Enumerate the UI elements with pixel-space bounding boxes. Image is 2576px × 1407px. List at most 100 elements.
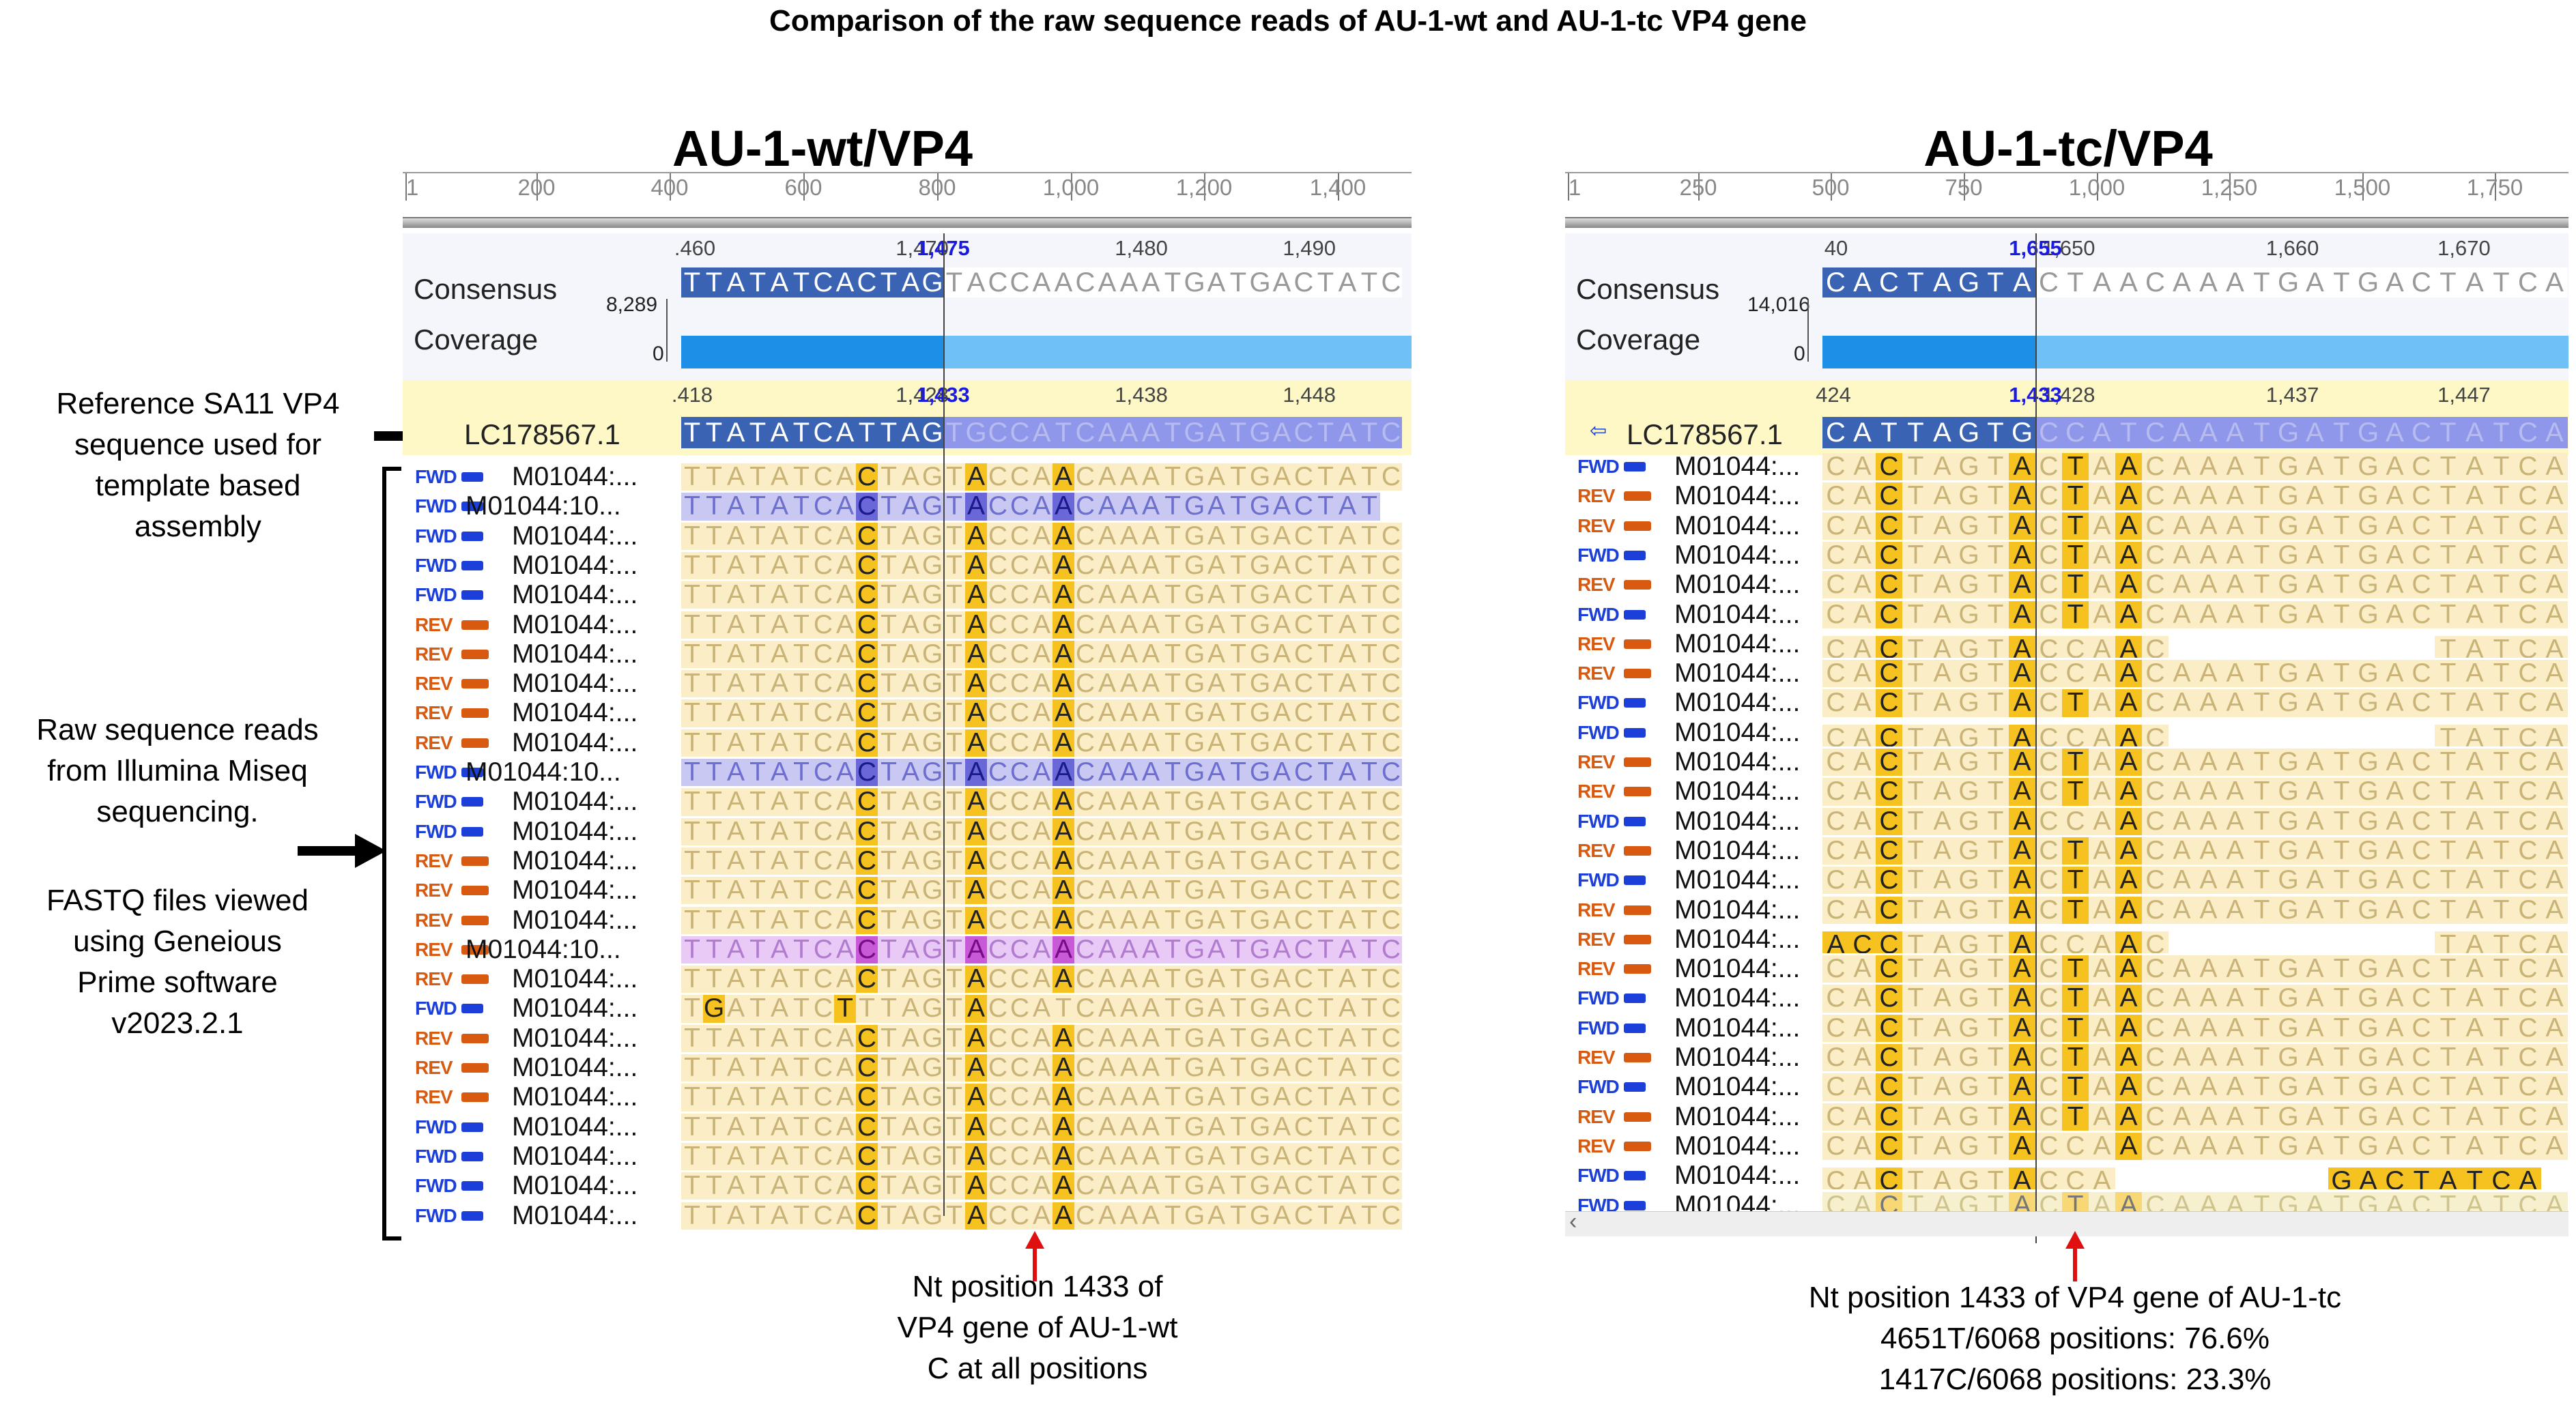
read-row[interactable]: REV M01044:... C A C T A G T A C C A A C A A A T G A T G A C T A T C… xyxy=(1565,1131,2568,1161)
read-row[interactable]: REV M01044:... C A C T A G T A C T A A C A A A T G A T G A C T A T C… xyxy=(1565,511,2568,540)
read-row[interactable]: FWD M01044:... C A C T A G T A C C A G A C T A T C A xyxy=(1565,1161,2568,1190)
read-row[interactable]: FWD M01044:10... T T A T A T C A C T AG T A CC A A C A A A T GA… xyxy=(403,491,1412,521)
read-row[interactable]: REV M01044:... C A C T A G T A C T A A C A A A T G A T G A C T A T C… xyxy=(1565,954,2568,983)
read-row[interactable]: FWD M01044:... C A C T A G T A C T A A C A A A T G A T G A C T A T C… xyxy=(1565,600,2568,629)
read-name[interactable]: M01044:... xyxy=(512,787,638,817)
read-name[interactable]: M01044:... xyxy=(1674,954,1801,984)
read-name[interactable]: M01044:... xyxy=(1674,452,1801,481)
read-name[interactable]: M01044:... xyxy=(1674,540,1801,570)
read-name[interactable]: M01044:... xyxy=(512,639,638,669)
read-row[interactable]: REV M01044:... A C C T A G T A C C A A C T A T C A xyxy=(1565,925,2568,954)
read-name[interactable]: M01044:... xyxy=(1674,924,1801,954)
read-name[interactable]: M01044:... xyxy=(1674,688,1801,718)
read-list[interactable]: FWD M01044:... C A C T A G T A C T A A C A A A T G A T G A C T A T C… xyxy=(1565,452,2568,1243)
read-row[interactable]: REV M01044:... C A C T A G T A C T A A C A A A T G A T G A C T A T C… xyxy=(1565,1102,2568,1131)
read-name[interactable]: M01044:... xyxy=(1674,510,1801,540)
read-name[interactable]: M01044:... xyxy=(1674,1013,1801,1043)
read-name[interactable]: M01044:... xyxy=(512,1171,638,1201)
read-name[interactable]: M01044:... xyxy=(512,580,638,610)
read-row[interactable]: FWD M01044:... C A C T A G T A C C A A C A A A T G A T G A C T A T C… xyxy=(1565,807,2568,836)
scroll-left-arrow[interactable]: ‹ xyxy=(1569,1208,1577,1234)
read-row[interactable]: FWD M01044:... T T A T A T C A C T AG T A CC A A C A A A T GA T G… xyxy=(403,462,1412,491)
read-row[interactable]: REV M01044:... T T A T A T C A C T AG T A CC A A C A A A T GA T G… xyxy=(403,669,1412,698)
read-row[interactable]: REV M01044:... T T A T A T C A C T AG T A CC A A C A A A T GA T G… xyxy=(403,610,1412,639)
read-name[interactable]: M01044:10... xyxy=(466,934,621,964)
read-row[interactable]: REV M01044:... T T A T A T C A C T AG T A CC A A C A A A T GA T G… xyxy=(403,846,1412,875)
read-row[interactable]: FWD M01044:... C A C T A G T A C T A A C A A A T G A T G A C T A T C… xyxy=(1565,540,2568,570)
read-name[interactable]: M01044:... xyxy=(512,1023,638,1053)
ruler-track[interactable] xyxy=(1565,217,2568,228)
alignment-panel-wt[interactable]: 1 200 400 600 800 1,000 1,200 1,400 Consensus Cov… xyxy=(403,172,1412,1243)
read-row[interactable]: REV M01044:... T T A T A T C A C T AG T A CC A A C A A A T GA T G… xyxy=(403,905,1412,935)
read-name[interactable]: M01044:... xyxy=(1674,717,1801,747)
horizontal-scrollbar[interactable] xyxy=(1565,1211,2568,1236)
read-name[interactable]: M01044:... xyxy=(512,609,638,639)
read-row[interactable]: REV M01044:... C A C T A G T A C T A A C A A A T G A T G A C T A T C… xyxy=(1565,1043,2568,1072)
read-name[interactable]: M01044:... xyxy=(1674,747,1801,777)
ruler-track[interactable] xyxy=(403,217,1412,228)
read-row[interactable]: REV M01044:... C A C T A G T A C T A A C A A A T G A T G A C T A T C… xyxy=(1565,570,2568,599)
read-name[interactable]: M01044:... xyxy=(1674,628,1801,658)
read-row[interactable]: REV M01044:... T T A T A T C A C T AG T A CC A A C A A A T GA T G… xyxy=(403,1053,1412,1082)
read-name[interactable]: M01044:... xyxy=(512,1053,638,1082)
read-name[interactable]: M01044:... xyxy=(512,1082,638,1112)
read-row[interactable]: REV M01044:... C A C T A G T A C C A A C T A T C A xyxy=(1565,629,2568,658)
read-name[interactable]: M01044:... xyxy=(512,964,638,994)
read-name[interactable]: M01044:... xyxy=(1674,895,1801,925)
read-row[interactable]: FWD M01044:... T T A T A T C A C T AG T A CC A A C A A A T GA T G… xyxy=(403,580,1412,609)
read-name[interactable]: M01044:... xyxy=(1674,835,1801,865)
read-row[interactable]: FWD M01044:... T T A T A T C A C T AG T A CC A A C A A A T GA T G… xyxy=(403,1201,1412,1230)
read-row[interactable]: FWD M01044:... T T A T A T C A C T AG T A CC A A C A A A T GA T G… xyxy=(403,551,1412,580)
read-name[interactable]: M01044:... xyxy=(1674,1131,1801,1161)
read-name[interactable]: M01044:10... xyxy=(466,491,621,521)
reference-sequence[interactable]: T T A T A T C A T T AG T GCC A T C A A A T GA T GA C T A T C xyxy=(681,417,1412,448)
read-row[interactable]: FWD M01044:... C A C T A G T A C T A A C A A A T G A T G A C T A T C… xyxy=(1565,688,2568,717)
read-name[interactable]: M01044:... xyxy=(1674,658,1801,688)
read-row[interactable]: REV M01044:... C A C T A G T A C T A A C A A A T G A T G A C T A T C… xyxy=(1565,895,2568,925)
read-name[interactable]: M01044:... xyxy=(512,1112,638,1142)
read-name[interactable]: M01044:10... xyxy=(466,757,621,787)
read-name[interactable]: M01044:... xyxy=(1674,983,1801,1013)
read-row[interactable]: FWD M01044:... T T A T A T C A C T AG T A CC A A C A A A T GA T G… xyxy=(403,521,1412,551)
read-name[interactable]: M01044:... xyxy=(512,669,638,699)
read-name[interactable]: M01044:... xyxy=(512,462,638,491)
read-row[interactable]: FWD M01044:... T T A T A T C A C T AG T A CC A A C A A A T GA T G… xyxy=(403,1171,1412,1200)
read-row[interactable]: FWD M01044:... T T A T A T C A C T AG T A CC A A C A A A T GA T G… xyxy=(403,817,1412,846)
read-name[interactable]: M01044:... xyxy=(512,698,638,728)
read-row[interactable]: FWD M01044:... C A C T A G T A C C A A C T A T C A xyxy=(1565,718,2568,747)
read-name[interactable]: M01044:... xyxy=(1674,481,1801,511)
read-name[interactable]: M01044:... xyxy=(1674,1043,1801,1072)
read-name[interactable]: M01044:... xyxy=(512,521,638,551)
read-name[interactable]: M01044:... xyxy=(512,875,638,905)
read-name[interactable]: M01044:... xyxy=(1674,599,1801,629)
read-name[interactable]: M01044:... xyxy=(1674,1072,1801,1102)
read-row[interactable]: FWD M01044:... T T A T A T C A C T AG T A CC A A C A A A T GA T G… xyxy=(403,787,1412,816)
read-name[interactable]: M01044:... xyxy=(512,816,638,846)
read-name[interactable]: M01044:... xyxy=(1674,1101,1801,1131)
read-name[interactable]: M01044:... xyxy=(512,905,638,935)
read-row[interactable]: REV M01044:... C A C T A G T A C T A A C A A A T G A T G A C T A T C… xyxy=(1565,836,2568,865)
read-row[interactable]: REV M01044:... T T A T A T C A C T AG T A CC A A C A A A T GA T G… xyxy=(403,1024,1412,1053)
read-row[interactable]: FWD M01044:10... T T A T A T C A C T AG T A CC A A C A A A T GA… xyxy=(403,757,1412,787)
read-row[interactable]: FWD M01044:... C A C T A G T A C T A A C A A A T G A T G A C T A T C… xyxy=(1565,1072,2568,1101)
read-name[interactable]: M01044:... xyxy=(512,1200,638,1230)
read-row[interactable]: REV M01044:10... T T A T A T C A C T AG T A CC A A C A A A T GA… xyxy=(403,935,1412,964)
read-row[interactable]: REV M01044:... C A C T A G T A C T A A C A A A T G A T G A C T A T C… xyxy=(1565,747,2568,777)
read-row[interactable]: REV M01044:... C A C T A G T A C T A A C A A A T G A T G A C T A T C… xyxy=(1565,777,2568,806)
read-name[interactable]: M01044:... xyxy=(1674,806,1801,836)
read-row[interactable]: FWD M01044:... C A C T A G T A C T A A C A A A T G A T G A C T A T C… xyxy=(1565,983,2568,1013)
read-name[interactable]: M01044:... xyxy=(512,727,638,757)
read-row[interactable]: REV M01044:... T T A T A T C A C T AG T A CC A A C A A A T GA T G… xyxy=(403,1082,1412,1112)
overview-ruler[interactable]: 1 200 400 600 800 1,000 1,200 1,400 xyxy=(403,172,1412,228)
read-name[interactable]: M01044:... xyxy=(1674,777,1801,807)
read-row[interactable]: REV M01044:... T T A T A T C A C T AG T A CC A A C A A A T GA T G… xyxy=(403,639,1412,669)
read-name[interactable]: M01044:... xyxy=(1674,1161,1801,1191)
alignment-panel-tc[interactable]: 1 250 500 750 1,000 1,250 1,500 1,750 Consensus C… xyxy=(1565,172,2568,1243)
read-row[interactable]: FWD M01044:... T T A T A T C A C T AG T A CC A A C A A A T GA T G… xyxy=(403,1112,1412,1142)
read-name[interactable]: M01044:... xyxy=(1674,865,1801,895)
read-row[interactable]: REV M01044:... T T A T A T C A C T AG T A CC A A C A A A T GA T G… xyxy=(403,875,1412,905)
read-row[interactable]: FWD M01044:... T GA T A T C T T T AG T A CC A T C A A A T GA T G… xyxy=(403,993,1412,1023)
read-row[interactable]: FWD M01044:... T T A T A T C A C T AG T A CC A A C A A A T GA T G… xyxy=(403,1142,1412,1171)
read-row[interactable]: FWD M01044:... C A C T A G T A C T A A C A A A T G A T G A C T A T C… xyxy=(1565,865,2568,895)
